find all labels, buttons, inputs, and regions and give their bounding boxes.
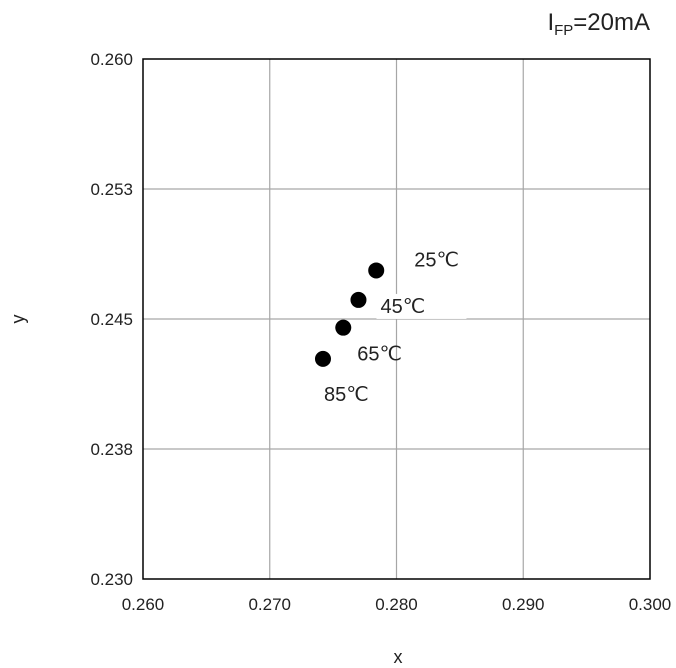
point-label: 65℃ [357,344,402,366]
point-label: 45℃ [380,296,425,318]
data-point [368,262,385,279]
x-tick-label: 0.300 [629,595,672,614]
y-tick-label: 0.253 [90,180,133,199]
x-axis-tick-labels: 0.260 0.270 0.280 0.290 0.300 [122,595,672,614]
y-axis-tick-labels: 0.230 0.238 0.245 0.253 0.260 [90,50,133,589]
plot-area-frame [142,58,651,580]
x-tick-label: 0.290 [502,595,545,614]
y-axis-label: y [8,315,28,324]
annotation-main: I [547,9,554,36]
grid-lines [143,59,650,579]
y-tick-label: 0.230 [90,570,133,589]
point-label: 25℃ [414,249,459,271]
y-tick-label: 0.245 [90,310,133,329]
annotation-suffix: =20mA [573,9,650,36]
data-point [350,291,367,308]
x-tick-label: 0.270 [248,595,291,614]
x-axis-label: x [394,647,403,667]
data-point-labels: 25℃ 45℃ 65℃ 85℃ [324,249,467,406]
annotation-subscript: FP [554,22,573,39]
y-tick-label: 0.238 [90,440,133,459]
x-tick-label: 0.260 [122,595,165,614]
x-tick-label: 0.280 [375,595,418,614]
data-point [335,319,352,336]
current-annotation: IFP=20mA [547,9,650,39]
data-point [314,350,331,367]
data-points [314,262,385,367]
y-tick-label: 0.260 [90,50,133,69]
point-label: 85℃ [324,384,369,406]
point-label-background [376,293,467,319]
